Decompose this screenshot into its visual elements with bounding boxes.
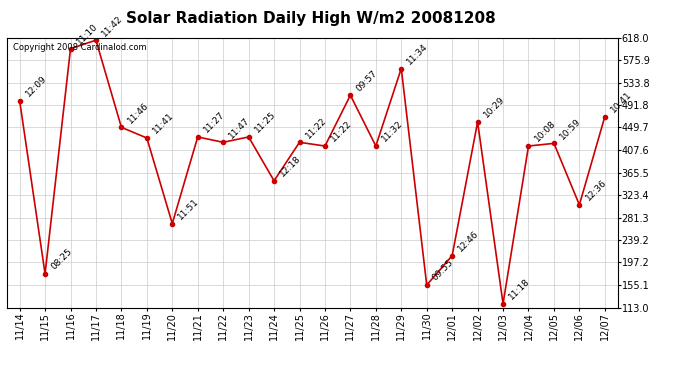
Text: 08:25: 08:25	[49, 247, 74, 272]
Text: 11:25: 11:25	[253, 110, 277, 135]
Text: Solar Radiation Daily High W/m2 20081208: Solar Radiation Daily High W/m2 20081208	[126, 11, 495, 26]
Text: 10:59: 10:59	[558, 117, 583, 141]
Text: 11:27: 11:27	[202, 110, 226, 135]
Text: 11:47: 11:47	[227, 116, 252, 140]
Text: 11:34: 11:34	[406, 42, 430, 66]
Text: 10:41: 10:41	[609, 90, 633, 114]
Text: 11:51: 11:51	[177, 197, 201, 221]
Text: 12:18: 12:18	[278, 154, 303, 178]
Text: 11:42: 11:42	[100, 13, 125, 38]
Text: 11:18: 11:18	[507, 277, 532, 302]
Text: 11:22: 11:22	[304, 116, 328, 140]
Text: 11:41: 11:41	[151, 111, 175, 136]
Text: 11:46: 11:46	[126, 100, 150, 125]
Text: 12:36: 12:36	[584, 178, 608, 203]
Text: 10:29: 10:29	[482, 95, 506, 120]
Text: 09:55: 09:55	[431, 258, 455, 283]
Text: 11:32: 11:32	[380, 119, 404, 144]
Text: 10:08: 10:08	[533, 119, 558, 144]
Text: 12:46: 12:46	[456, 229, 481, 254]
Text: 12:09: 12:09	[23, 74, 48, 98]
Text: 11:10: 11:10	[75, 22, 99, 46]
Text: 11:22: 11:22	[329, 119, 353, 144]
Text: 09:57: 09:57	[355, 68, 380, 93]
Text: Copyright 2008 Cardinalod.com: Copyright 2008 Cardinalod.com	[13, 43, 147, 52]
